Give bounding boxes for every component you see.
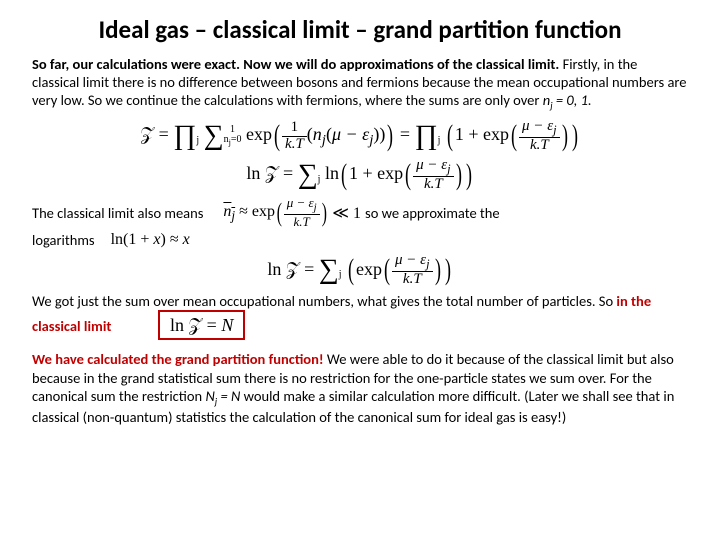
slide-title: Ideal gas – classical limit – grand part… <box>32 14 688 45</box>
final-red-bold: We have calculated the grand partition f… <box>32 350 324 368</box>
logarithms-row: logarithms ln(1 + x) ≈ x <box>32 231 688 249</box>
classical-prefix: The classical limit also means <box>32 204 203 222</box>
logarithms-label: logarithms <box>32 231 95 249</box>
much-less: ≪ 1 <box>332 203 361 223</box>
ln-approx: ln(1 + x) ≈ x <box>111 231 190 249</box>
final-math: Nj = N <box>205 387 240 405</box>
intro-math: nj = 0, 1. <box>543 91 592 109</box>
intro-bold: So far, our calculations were exact. Now… <box>32 55 559 73</box>
intro-paragraph: So far, our calculations were exact. Now… <box>32 55 688 113</box>
classical-suffix: so we approximate the <box>365 204 500 222</box>
equation-4: ln 𝒵 = ∑j (exp(μ − εjk.T)) <box>32 253 688 288</box>
equation-1: 𝒵 = ∏j ∑1nj=0 exp(1k.T(nj(μ − εj))) = ∏j… <box>32 119 688 154</box>
classical-limit-row: The classical limit also means nj ≈ exp(… <box>32 196 688 229</box>
boxed-result: ln 𝒵 = N <box>158 310 245 341</box>
conclusion-text: We got just the sum over mean occupation… <box>32 292 616 310</box>
conclusion-paragraph: We got just the sum over mean occupation… <box>32 292 688 341</box>
equation-nbar: nj ≈ exp(μ − εjk.T) <box>223 196 328 229</box>
equation-2: ln 𝒵 = ∑j ln(1 + exp(μ − εjk.T)) <box>32 158 688 193</box>
final-paragraph: We have calculated the grand partition f… <box>32 350 688 426</box>
